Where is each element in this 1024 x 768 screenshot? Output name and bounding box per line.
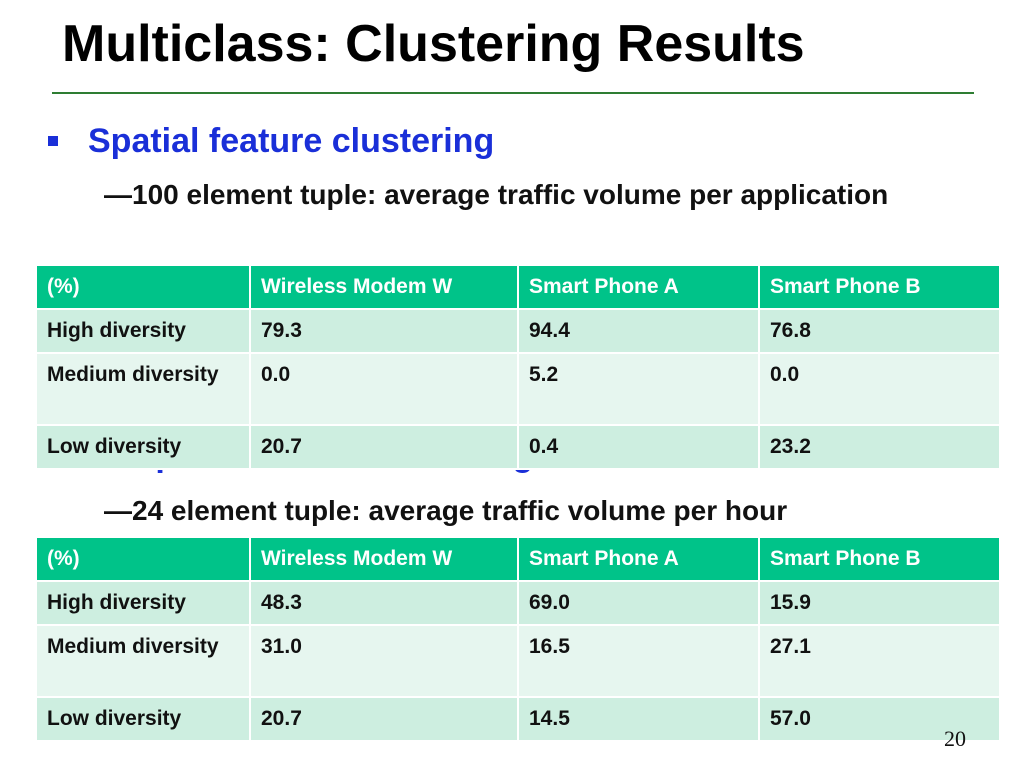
table-cell: 27.1 xyxy=(758,624,1001,698)
row-label: Low diversity xyxy=(35,424,251,470)
table-cell-highlighted: 94.4 xyxy=(517,308,760,354)
table-row: Medium diversity 31.0 16.5 27.1 xyxy=(35,624,1001,698)
row-label: Medium diversity xyxy=(35,624,251,698)
row-label: High diversity xyxy=(35,580,251,626)
square-bullet-icon xyxy=(48,136,58,146)
header-cell: Smart Phone B xyxy=(758,264,1001,310)
table-cell: 14.5 xyxy=(517,696,760,742)
spatial-results-table: (%) Wireless Modem W Smart Phone A Smart… xyxy=(35,264,1001,470)
table-cell: 0.0 xyxy=(249,352,519,426)
dash-bullet-icon: — xyxy=(104,179,132,210)
dash-bullet-icon: — xyxy=(104,495,132,526)
table-cell: 76.8 xyxy=(758,308,1001,354)
row-label: Medium diversity xyxy=(35,352,251,426)
table-cell: 5.2 xyxy=(517,352,760,426)
table-row: High diversity 79.3 94.4 76.8 xyxy=(35,308,1001,354)
table-cell: 20.7 xyxy=(249,696,519,742)
table-cell: 79.3 xyxy=(249,308,519,354)
table-cell-highlighted: 69.0 xyxy=(517,580,760,626)
header-cell: (%) xyxy=(35,536,251,582)
table-header-row: (%) Wireless Modem W Smart Phone A Smart… xyxy=(35,536,1001,582)
sub-bullet-temporal: — 24 element tuple: average traffic volu… xyxy=(104,492,964,530)
sub-bullet-spatial-label: 100 element tuple: average traffic volum… xyxy=(132,179,889,210)
table-cell: 31.0 xyxy=(249,624,519,698)
table-row: High diversity 48.3 69.0 15.9 xyxy=(35,580,1001,626)
title-divider xyxy=(52,92,974,94)
table-cell: 15.9 xyxy=(758,580,1001,626)
table-row: Low diversity 20.7 0.4 23.2 xyxy=(35,424,1001,470)
header-cell: Wireless Modem W xyxy=(249,536,519,582)
header-cell: Smart Phone A xyxy=(517,536,760,582)
table-cell: 16.5 xyxy=(517,624,760,698)
table-cell: 0.4 xyxy=(517,424,760,470)
table-cell-highlighted: 57.0 xyxy=(758,696,1001,742)
header-cell: (%) xyxy=(35,264,251,310)
table-cell: 23.2 xyxy=(758,424,1001,470)
table-row: Low diversity 20.7 14.5 57.0 xyxy=(35,696,1001,742)
table-cell: 0.0 xyxy=(758,352,1001,426)
header-cell: Wireless Modem W xyxy=(249,264,519,310)
table-header-row: (%) Wireless Modem W Smart Phone A Smart… xyxy=(35,264,1001,310)
table-cell-highlighted: 48.3 xyxy=(249,580,519,626)
header-cell: Smart Phone B xyxy=(758,536,1001,582)
table-cell: 20.7 xyxy=(249,424,519,470)
sub-bullet-temporal-label: 24 element tuple: average traffic volume… xyxy=(132,495,788,526)
header-cell: Smart Phone A xyxy=(517,264,760,310)
bullet-spatial-label: Spatial feature clustering xyxy=(88,122,495,160)
table-row: Medium diversity 0.0 5.2 0.0 xyxy=(35,352,1001,426)
temporal-results-table: (%) Wireless Modem W Smart Phone A Smart… xyxy=(35,536,1001,742)
page-number: 20 xyxy=(944,726,966,751)
row-label: High diversity xyxy=(35,308,251,354)
row-label: Low diversity xyxy=(35,696,251,742)
sub-bullet-spatial: — 100 element tuple: average traffic vol… xyxy=(104,176,964,214)
slide-title: Multiclass: Clustering Results xyxy=(62,15,805,73)
